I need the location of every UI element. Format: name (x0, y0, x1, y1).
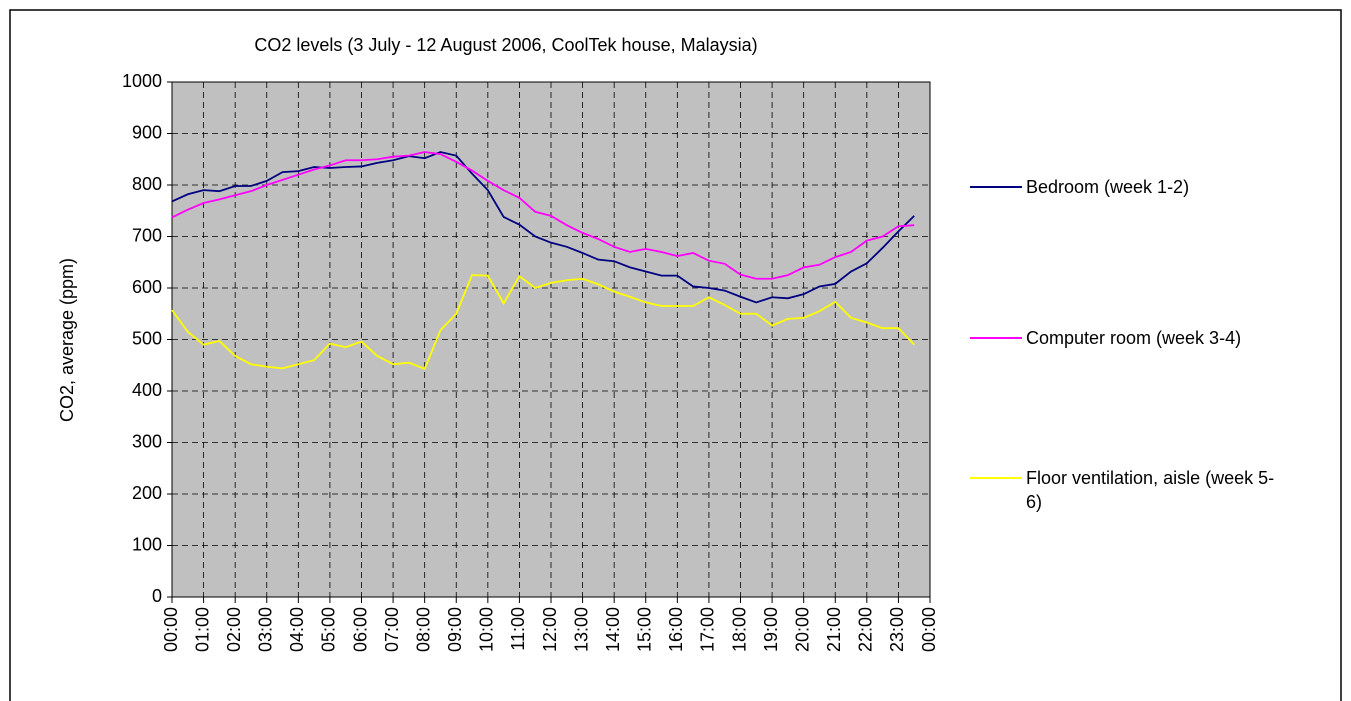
y-tick-label: 0 (152, 586, 162, 606)
x-tick-label: 23:00 (887, 607, 907, 652)
x-tick-label: 12:00 (540, 607, 560, 652)
x-tick-label: 17:00 (698, 607, 718, 652)
x-tick-label: 09:00 (445, 607, 465, 652)
y-tick-label: 200 (132, 483, 162, 503)
x-tick-label: 16:00 (666, 607, 686, 652)
x-tick-label: 13:00 (571, 607, 591, 652)
chart-title: CO2 levels (3 July - 12 August 2006, Coo… (254, 35, 757, 55)
x-tick-label: 02:00 (224, 607, 244, 652)
y-tick-label: 300 (132, 431, 162, 451)
x-tick-label: 10:00 (477, 607, 497, 652)
x-tick-label: 07:00 (382, 607, 402, 652)
x-tick-label: 08:00 (413, 607, 433, 652)
x-tick-label: 21:00 (824, 607, 844, 652)
y-axis-label: CO2, average (ppm) (57, 258, 77, 422)
x-tick-label: 06:00 (350, 607, 370, 652)
x-tick-label: 11:00 (508, 607, 528, 651)
series-line (171, 274, 915, 371)
y-tick-label: 600 (132, 277, 162, 297)
x-tick-label: 00:00 (161, 607, 181, 652)
y-tick-label: 100 (132, 534, 162, 554)
x-tick-label: 05:00 (319, 607, 339, 652)
y-tick-label: 500 (132, 328, 162, 348)
y-tick-label: 900 (132, 122, 162, 142)
x-tick-label: 19:00 (761, 607, 781, 652)
y-tick-label: 700 (132, 225, 162, 245)
legend-label: Bedroom (week 1-2) (1026, 177, 1190, 197)
y-tick-label: 1000 (122, 71, 162, 91)
x-tick-label: 22:00 (856, 607, 876, 652)
series-line (171, 151, 915, 304)
y-tick-label: 800 (132, 174, 162, 194)
x-tick-label: 14:00 (603, 607, 623, 652)
x-tick-label: 20:00 (792, 607, 812, 652)
series-line (171, 151, 915, 280)
x-tick-label: 03:00 (256, 607, 276, 652)
legend-label: Floor ventilation, aisle (week 5-6) (1026, 468, 1275, 512)
y-tick-label: 400 (132, 380, 162, 400)
x-tick-label: 01:00 (192, 607, 212, 652)
x-tick-label: 04:00 (287, 607, 307, 652)
x-tick-label: 18:00 (729, 607, 749, 652)
x-tick-label: 15:00 (635, 607, 655, 652)
chart-border (9, 9, 1342, 701)
x-tick-label: 00:00 (919, 607, 939, 652)
legend-label: Computer room (week 3-4) (1026, 328, 1242, 348)
